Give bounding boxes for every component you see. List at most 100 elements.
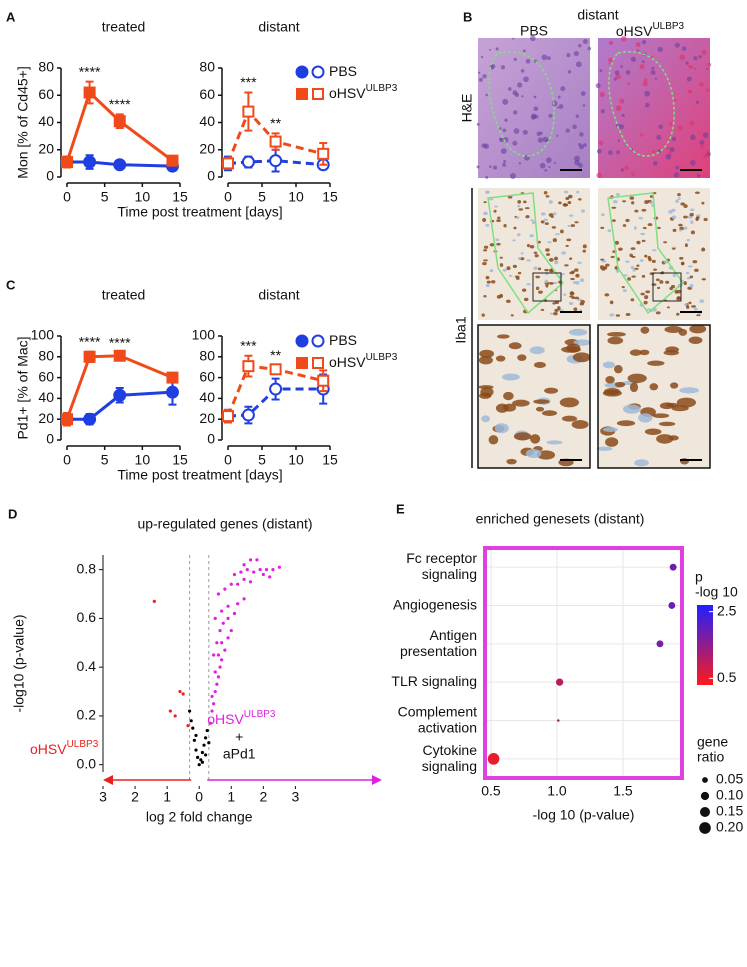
size-key xyxy=(702,777,708,783)
stained-cell xyxy=(600,213,605,217)
point xyxy=(213,670,217,674)
x-tick-label: 1.5 xyxy=(613,783,633,799)
cell xyxy=(502,128,507,133)
stained-cell xyxy=(657,226,661,230)
stained-cell xyxy=(544,387,559,394)
significance: **** xyxy=(109,334,131,350)
marker xyxy=(113,158,127,172)
stained-cell xyxy=(566,238,572,242)
stained-cell xyxy=(572,352,591,363)
stained-cell xyxy=(519,257,525,261)
stained-cell xyxy=(523,297,529,302)
cell xyxy=(616,150,620,155)
stained-cell xyxy=(679,256,684,260)
stained-cell xyxy=(543,190,548,195)
stained-cell xyxy=(609,300,614,305)
cell xyxy=(545,157,552,163)
x-tick-label: 0 xyxy=(224,452,232,468)
stained-cell xyxy=(680,261,685,266)
stained-cell xyxy=(578,198,582,201)
stained-cell xyxy=(671,208,676,212)
stained-cell xyxy=(507,195,513,199)
stained-cell xyxy=(570,277,575,281)
legend-label: PBS xyxy=(329,63,357,79)
stained-cell xyxy=(672,247,676,250)
stained-cell xyxy=(640,232,646,236)
stained-cell xyxy=(691,305,696,308)
stained-cell xyxy=(553,311,558,316)
point xyxy=(194,733,198,738)
stained-cell xyxy=(644,295,649,300)
stained-cell xyxy=(685,271,690,275)
stained-cell xyxy=(646,308,652,311)
stained-cell xyxy=(699,299,705,303)
cell xyxy=(689,120,695,127)
x-tick-label: 5 xyxy=(258,452,266,468)
category-label: TLR signaling xyxy=(391,673,477,689)
stained-cell xyxy=(510,314,514,317)
cell xyxy=(533,106,539,112)
legend-marker xyxy=(311,65,325,79)
stained-cell xyxy=(666,306,670,309)
cell xyxy=(483,143,490,149)
cell xyxy=(675,165,680,170)
stained-cell xyxy=(489,243,495,247)
significance: **** xyxy=(109,96,131,112)
stained-cell xyxy=(561,251,566,255)
legend-text: oHSV xyxy=(329,354,366,370)
stained-cell xyxy=(569,214,574,217)
stained-cell xyxy=(545,248,550,252)
stained-cell xyxy=(631,255,636,259)
stained-cell xyxy=(517,204,521,208)
stained-cell xyxy=(508,274,513,277)
cell xyxy=(542,136,549,143)
stained-cell xyxy=(499,293,504,298)
cell xyxy=(679,54,686,60)
cell xyxy=(598,140,604,146)
point xyxy=(212,653,216,657)
stained-cell xyxy=(689,284,694,288)
cell xyxy=(640,133,644,137)
cell xyxy=(673,98,677,102)
cell xyxy=(480,55,484,59)
point xyxy=(226,636,230,640)
stained-cell xyxy=(547,241,552,244)
stained-cell xyxy=(494,205,498,208)
stained-cell xyxy=(658,421,676,427)
stained-cell xyxy=(544,222,549,225)
series-line xyxy=(65,89,174,163)
x-tick-label: 15 xyxy=(172,189,188,205)
stained-cell xyxy=(495,355,506,362)
point xyxy=(229,582,233,586)
stained-cell xyxy=(605,263,610,267)
stained-cell xyxy=(529,346,545,355)
cell xyxy=(677,125,683,131)
y-tick-label: 60 xyxy=(38,368,54,384)
stained-cell xyxy=(549,312,554,315)
marker xyxy=(317,147,330,160)
stained-cell xyxy=(559,397,580,408)
stained-cell xyxy=(679,387,699,394)
cell xyxy=(553,161,557,165)
stained-cell xyxy=(638,413,653,423)
stained-cell xyxy=(482,261,487,266)
stained-cell xyxy=(520,252,524,255)
x-tick-label: 2 xyxy=(131,789,139,805)
stained-cell xyxy=(690,220,694,224)
cell xyxy=(499,127,502,130)
stained-cell xyxy=(627,277,631,281)
stained-cell xyxy=(670,382,679,389)
stained-cell xyxy=(564,264,569,267)
micrograph xyxy=(476,35,592,179)
stained-cell xyxy=(523,200,527,204)
cell xyxy=(529,35,536,42)
cell xyxy=(583,143,587,147)
category-line: Cytokine xyxy=(423,742,478,758)
cell xyxy=(652,161,658,166)
stained-cell xyxy=(573,339,592,346)
stained-cell xyxy=(634,459,649,467)
point xyxy=(215,641,219,645)
point xyxy=(168,709,172,713)
stained-cell xyxy=(535,286,540,291)
region-outline xyxy=(487,192,565,315)
